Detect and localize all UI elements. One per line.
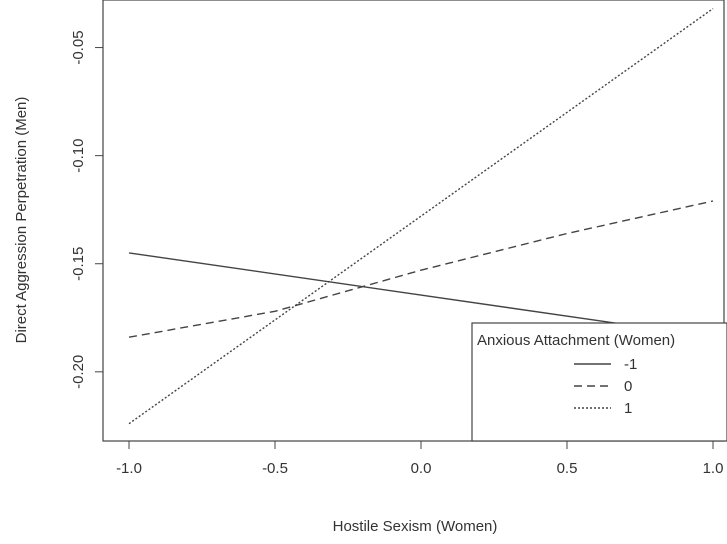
x-axis-label: Hostile Sexism (Women): [333, 518, 498, 535]
y-tick-label: -0.05: [70, 30, 87, 64]
plot-frame: [102, 0, 725, 442]
y-tick-label: -0.10: [70, 139, 87, 173]
y-tick-label: -0.15: [70, 247, 87, 281]
x-tick-label: 1.0: [703, 460, 724, 477]
legend-label-2: 1: [624, 400, 632, 417]
x-axis: -1.0 -0.5 0.0 0.5 1.0: [116, 441, 723, 477]
legend: Anxious Attachment (Women) -1 0 1: [471, 322, 727, 442]
legend-title: Anxious Attachment (Women): [477, 332, 675, 349]
series-line-1: [128, 200, 714, 338]
x-tick-label: 0.5: [557, 460, 578, 477]
y-axis-label: Direct Aggression Perpetration (Men): [13, 97, 30, 344]
legend-label-1: 0: [624, 378, 632, 395]
series-line-2: [128, 8, 714, 425]
x-tick-label: 0.0: [411, 460, 432, 477]
legend-entries: -1 0 1: [574, 356, 637, 417]
x-tick-label: -1.0: [116, 460, 142, 477]
y-axis: -0.05 -0.10 -0.15 -0.20: [70, 30, 103, 389]
legend-label-0: -1: [624, 356, 637, 373]
y-tick-label: -0.20: [70, 355, 87, 389]
x-tick-label: -0.5: [262, 460, 288, 477]
legend-box: [471, 322, 727, 442]
